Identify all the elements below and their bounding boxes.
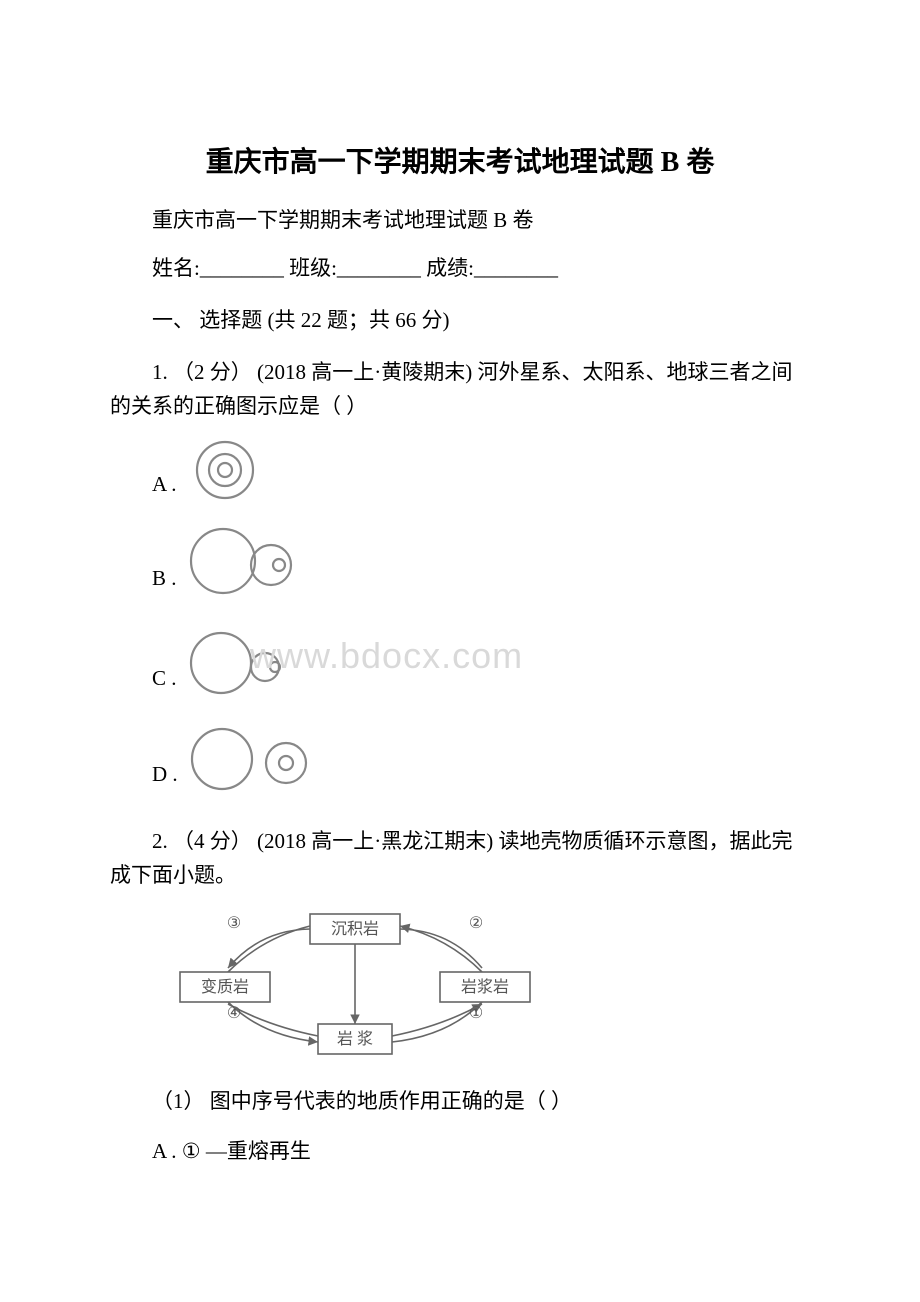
- q2-stem: 2. （4 分） (2018 高一上·黑龙江期末) 读地壳物质循环示意图，据此完…: [110, 825, 810, 892]
- svg-text:④: ④: [227, 1005, 241, 1022]
- q1-option-d: D .: [110, 725, 810, 791]
- svg-text:②: ②: [469, 915, 483, 932]
- student-info-line: 姓名:________ 班级:________ 成绩:________: [110, 252, 810, 282]
- q2-diagram-wrap: 沉积岩变质岩 岩浆岩岩 浆 ② ③ ④ ①: [110, 908, 810, 1063]
- svg-text:岩 浆: 岩 浆: [337, 1030, 373, 1048]
- q1-diagram-a: [183, 439, 267, 501]
- q1-stem: 1. （2 分） (2018 高一上·黄陵期末) 河外星系、太阳系、地球三者之间…: [110, 356, 810, 423]
- q1-option-a: A .: [110, 439, 810, 501]
- q2-option-a: A . ① —重熔再生: [110, 1135, 810, 1165]
- subtitle: 重庆市高一下学期期末考试地理试题 B 卷: [110, 204, 810, 234]
- svg-text:①: ①: [469, 1005, 483, 1022]
- q1-diagram-d: [184, 725, 334, 791]
- page-title: 重庆市高一下学期期末考试地理试题 B 卷: [110, 140, 810, 180]
- svg-text:③: ③: [227, 915, 241, 932]
- q2-sub1: （1） 图中序号代表的地质作用正确的是（ ）: [110, 1085, 810, 1119]
- q2-flowchart: 沉积岩变质岩 岩浆岩岩 浆 ② ③ ④ ①: [170, 908, 550, 1058]
- q1-option-c-label: C .: [152, 666, 177, 695]
- section-header: 一、 选择题 (共 22 题；共 66 分): [110, 304, 810, 334]
- q1-option-d-label: D .: [152, 762, 178, 791]
- svg-text:沉积岩: 沉积岩: [331, 920, 379, 938]
- q1-option-b-label: B .: [152, 566, 177, 595]
- q1-option-a-label: A .: [152, 472, 177, 501]
- svg-text:岩浆岩: 岩浆岩: [461, 978, 509, 996]
- svg-text:变质岩: 变质岩: [201, 978, 249, 996]
- q1-diagram-b: [183, 525, 313, 595]
- watermark: www.bdocx.com: [250, 635, 523, 677]
- q1-option-b: B .: [110, 525, 810, 595]
